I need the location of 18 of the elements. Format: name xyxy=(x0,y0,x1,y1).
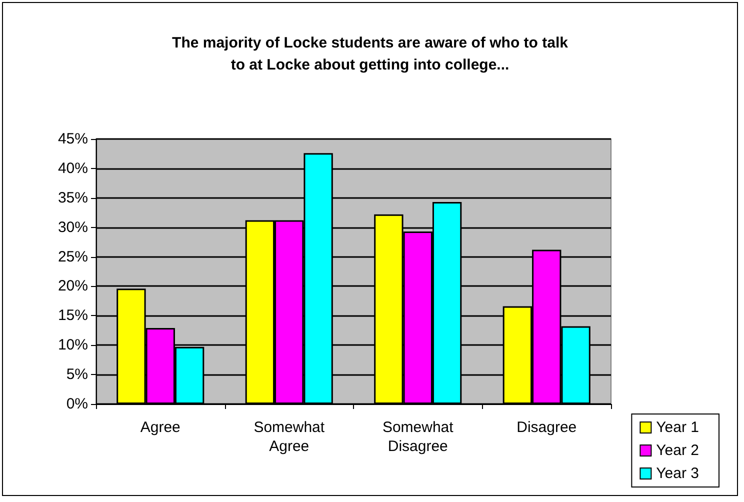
y-tick-label: 20% xyxy=(58,278,88,295)
y-tick-label: 10% xyxy=(58,336,88,354)
y-tick-label: 30% xyxy=(58,218,88,236)
y-tick-label: 35% xyxy=(58,189,88,206)
y-tick-label: 15% xyxy=(58,307,88,324)
chart-title: The majority of Locke students are aware of who to talk to at Locke about getting into college... xyxy=(172,34,569,74)
x-tick-label: Somewhat Disagree xyxy=(382,419,454,455)
x-tick-label: Disagree xyxy=(516,419,577,436)
x-tick-label: Somewhat Agree xyxy=(254,419,326,455)
y-tick-label: 5% xyxy=(66,366,88,384)
y-tick-label: 45% xyxy=(58,130,88,148)
x-tick-label: Agree xyxy=(140,419,180,436)
y-tick-label: 40% xyxy=(58,160,88,177)
y-tick-label: 0% xyxy=(66,396,88,412)
legend-label: Year 1 xyxy=(656,419,700,436)
y-tick-label: 25% xyxy=(58,248,88,266)
legend-label: Year 3 xyxy=(656,465,700,482)
legend-label: Year 2 xyxy=(656,442,700,459)
